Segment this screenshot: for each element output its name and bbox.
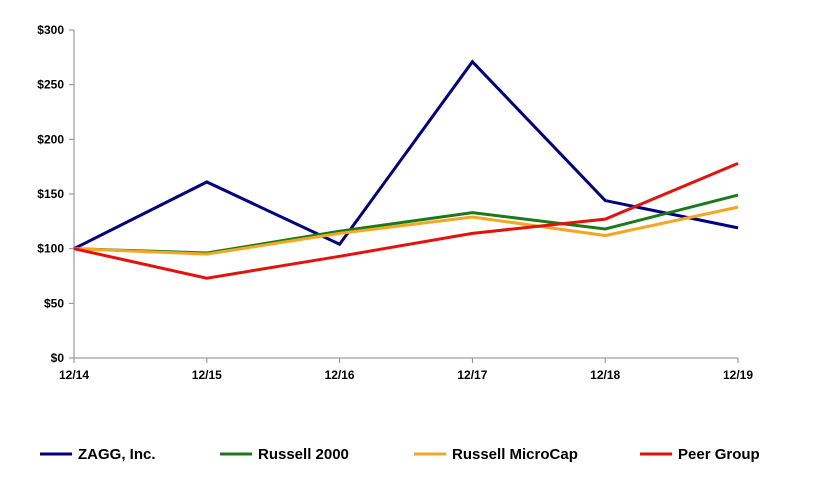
legend-label: Russell 2000: [258, 446, 349, 463]
x-tick-label: 12/17: [457, 368, 487, 382]
x-axis-ticks: 12/14 12/15 12/16 12/17 12/18 12/19: [59, 358, 753, 382]
series-line-peer-group: [73, 162, 739, 280]
x-tick-label: 12/14: [59, 368, 89, 382]
x-tick-label: 12/19: [723, 368, 753, 382]
series-line-russell-microcap: [73, 205, 739, 256]
y-tick-label: $250: [37, 78, 64, 92]
y-axis-ticks: $0 $50 $100 $150 $200 $250 $300: [37, 23, 74, 365]
x-tick-label: 12/16: [325, 368, 355, 382]
y-tick-label: $100: [37, 242, 64, 256]
legend-label: ZAGG, Inc.: [78, 446, 156, 463]
y-tick-label: $50: [44, 296, 64, 310]
legend-label: Russell MicroCap: [452, 446, 578, 463]
y-tick-label: $0: [51, 351, 65, 365]
y-tick-label: $200: [37, 132, 64, 146]
y-tick-label: $300: [37, 23, 64, 37]
x-tick-label: 12/15: [192, 368, 222, 382]
axes: [73, 30, 738, 359]
x-tick-label: 12/18: [590, 368, 620, 382]
y-tick-label: $150: [37, 187, 64, 201]
series-line-zagg-inc: [73, 59, 739, 251]
series-lines: [73, 59, 739, 280]
legend: ZAGG, Inc. Russell 2000 Russell MicroCap Pe…: [40, 446, 760, 463]
legend-label: Peer Group: [678, 446, 760, 463]
